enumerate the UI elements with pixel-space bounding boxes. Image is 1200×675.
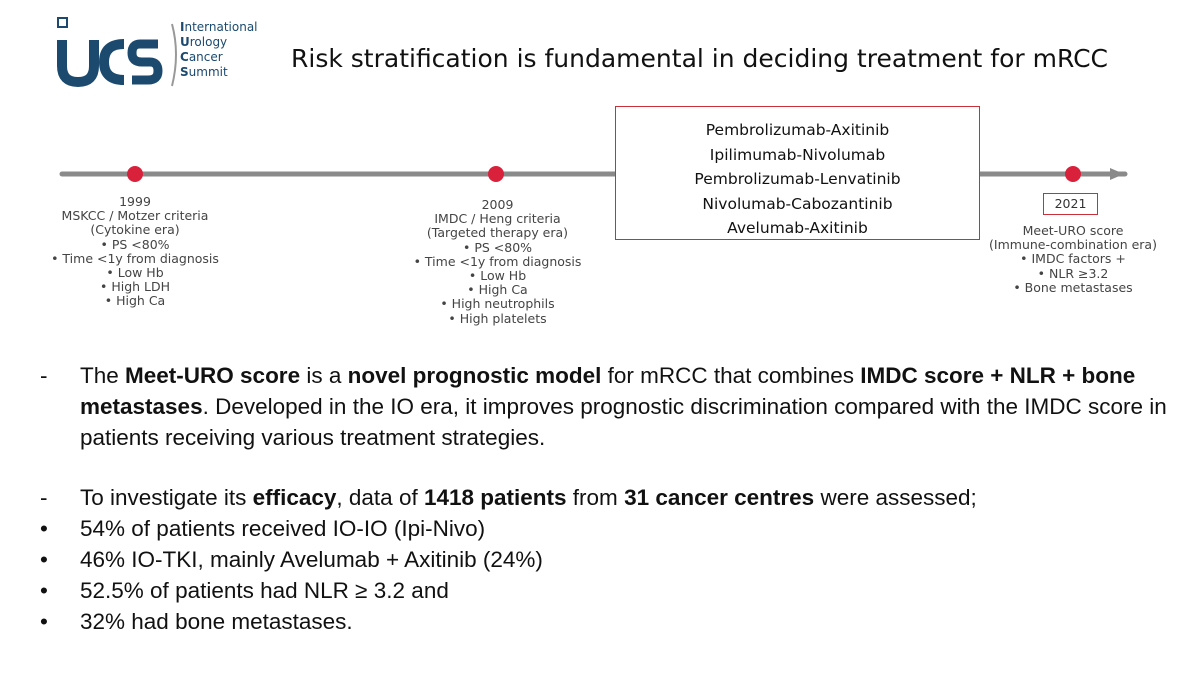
list-item: • 54% of patients received IO-IO (Ipi-Ni… <box>36 513 1176 544</box>
text-run: were assessed; <box>814 485 977 510</box>
milestone-line: • High Ca <box>467 282 528 298</box>
summit-logo: iucs <box>52 14 272 94</box>
milestone-line: (Targeted therapy era) <box>426 225 569 241</box>
logo-wordmark: International Urology Cancer Summit <box>180 20 258 80</box>
list-item: • 52.5% of patients had NLR ≥ 3.2 and <box>36 575 1176 606</box>
milestone-line: IMDC / Heng criteria <box>434 211 561 227</box>
dash-marker: - <box>40 485 48 510</box>
timeline-arrowhead <box>1110 168 1124 180</box>
text-run: is a <box>300 363 348 388</box>
combination-therapies-box: Pembrolizumab-Axitinib Ipilimumab-Nivolu… <box>615 106 980 240</box>
text-run: from <box>566 485 625 510</box>
list-item: • 46% IO-TKI, mainly Avelumab + Axitinib… <box>36 544 1176 575</box>
milestone-dot-1999 <box>127 166 143 182</box>
milestone-2021: Meet-URO score (Immune-combination era) … <box>978 223 1168 295</box>
milestone-line: • Time <1y from diagnosis <box>413 253 582 269</box>
text-run: . Developed in the IO era, it improves p… <box>80 394 1167 450</box>
milestone-dot-2009 <box>488 166 504 182</box>
combination-item: Pembrolizumab-Lenvatinib <box>694 170 901 188</box>
milestone-line: • IMDC factors + <box>1020 251 1126 267</box>
milestone-line: • PS <80% <box>100 236 170 252</box>
text-run: , data of <box>336 485 424 510</box>
text-run: To investigate its <box>80 485 253 510</box>
milestone-line: • High LDH <box>99 279 171 295</box>
list-item: • 32% had bone metastases. <box>36 606 1176 637</box>
combination-item: Avelumab-Axitinib <box>727 219 868 237</box>
milestone-line: • Bone metastases <box>1013 279 1133 295</box>
bullet-marker: • <box>40 609 48 634</box>
milestone-line: • High Ca <box>104 293 166 309</box>
combination-item: Pembrolizumab-Axitinib <box>705 121 890 139</box>
milestone-line: (Immune-combination era) <box>989 237 1157 253</box>
slide-title: Risk stratification is fundamental in de… <box>291 44 1109 73</box>
milestone-dot-2021 <box>1065 166 1081 182</box>
combination-item: Ipilimumab-Nivolumab <box>709 145 886 164</box>
milestone-line: • NLR ≥3.2 <box>1037 265 1109 281</box>
bullet-efficacy: - To investigate its efficacy, data of 1… <box>36 482 1176 513</box>
bold-run: novel prognostic model <box>347 363 602 388</box>
milestone-year: 2009 <box>481 197 514 212</box>
bullet-marker: • <box>40 516 48 541</box>
logo-word: International <box>180 20 258 34</box>
milestone-line: • High neutrophils <box>440 296 555 312</box>
bold-run: 1418 patients <box>423 485 567 510</box>
milestone-line: • Low Hb <box>106 265 164 281</box>
logo-word: Urology <box>180 35 228 49</box>
milestone-line: • Low Hb <box>468 268 527 284</box>
milestone-line: Meet-URO score <box>1022 223 1124 238</box>
logo-word: Cancer <box>180 50 223 64</box>
milestone-1999: 1999 MSKCC / Motzer criteria (Cytokine e… <box>40 194 230 309</box>
logo-word: Summit <box>180 65 228 79</box>
text-run: for mRCC that combines <box>601 363 861 388</box>
milestone-year-2021: 2021 <box>1043 193 1098 215</box>
bold-run: 31 cancer centres <box>624 485 815 510</box>
list-item-text: 52.5% of patients had NLR ≥ 3.2 and <box>80 578 449 603</box>
bullet-marker: • <box>40 547 48 572</box>
milestone-line: • PS <80% <box>462 239 533 255</box>
list-item-text: 46% IO-TKI, mainly Avelumab + Axitinib (… <box>80 547 543 572</box>
iucs-logo-mark <box>57 17 177 88</box>
milestone-line: • Time <1y from diagnosis <box>51 250 219 266</box>
bold-run: efficacy <box>252 485 337 510</box>
list-item-text: 32% had bone metastases. <box>80 609 353 634</box>
list-item-text: 54% of patients received IO-IO (Ipi-Nivo… <box>80 516 486 541</box>
text-run: The <box>80 363 126 388</box>
bullet-list: - The Meet-URO score is a novel prognost… <box>36 360 1176 637</box>
milestone-line: • High platelets <box>448 310 547 326</box>
milestone-year: 1999 <box>119 194 151 209</box>
milestone-2009: 2009 IMDC / Heng criteria (Targeted ther… <box>400 197 595 326</box>
combination-item: Nivolumab-Cabozantinib <box>702 194 893 213</box>
bullet-meet-uro: - The Meet-URO score is a novel prognost… <box>36 360 1176 453</box>
milestone-line: (Cytokine era) <box>90 222 180 238</box>
bold-run: IMDC score + NLR + bone metastases <box>80 363 1136 419</box>
bullet-marker: • <box>40 578 48 603</box>
bold-run: Meet-URO score <box>125 363 301 388</box>
milestone-line: MSKCC / Motzer criteria <box>61 208 209 224</box>
dash-marker: - <box>40 363 48 388</box>
